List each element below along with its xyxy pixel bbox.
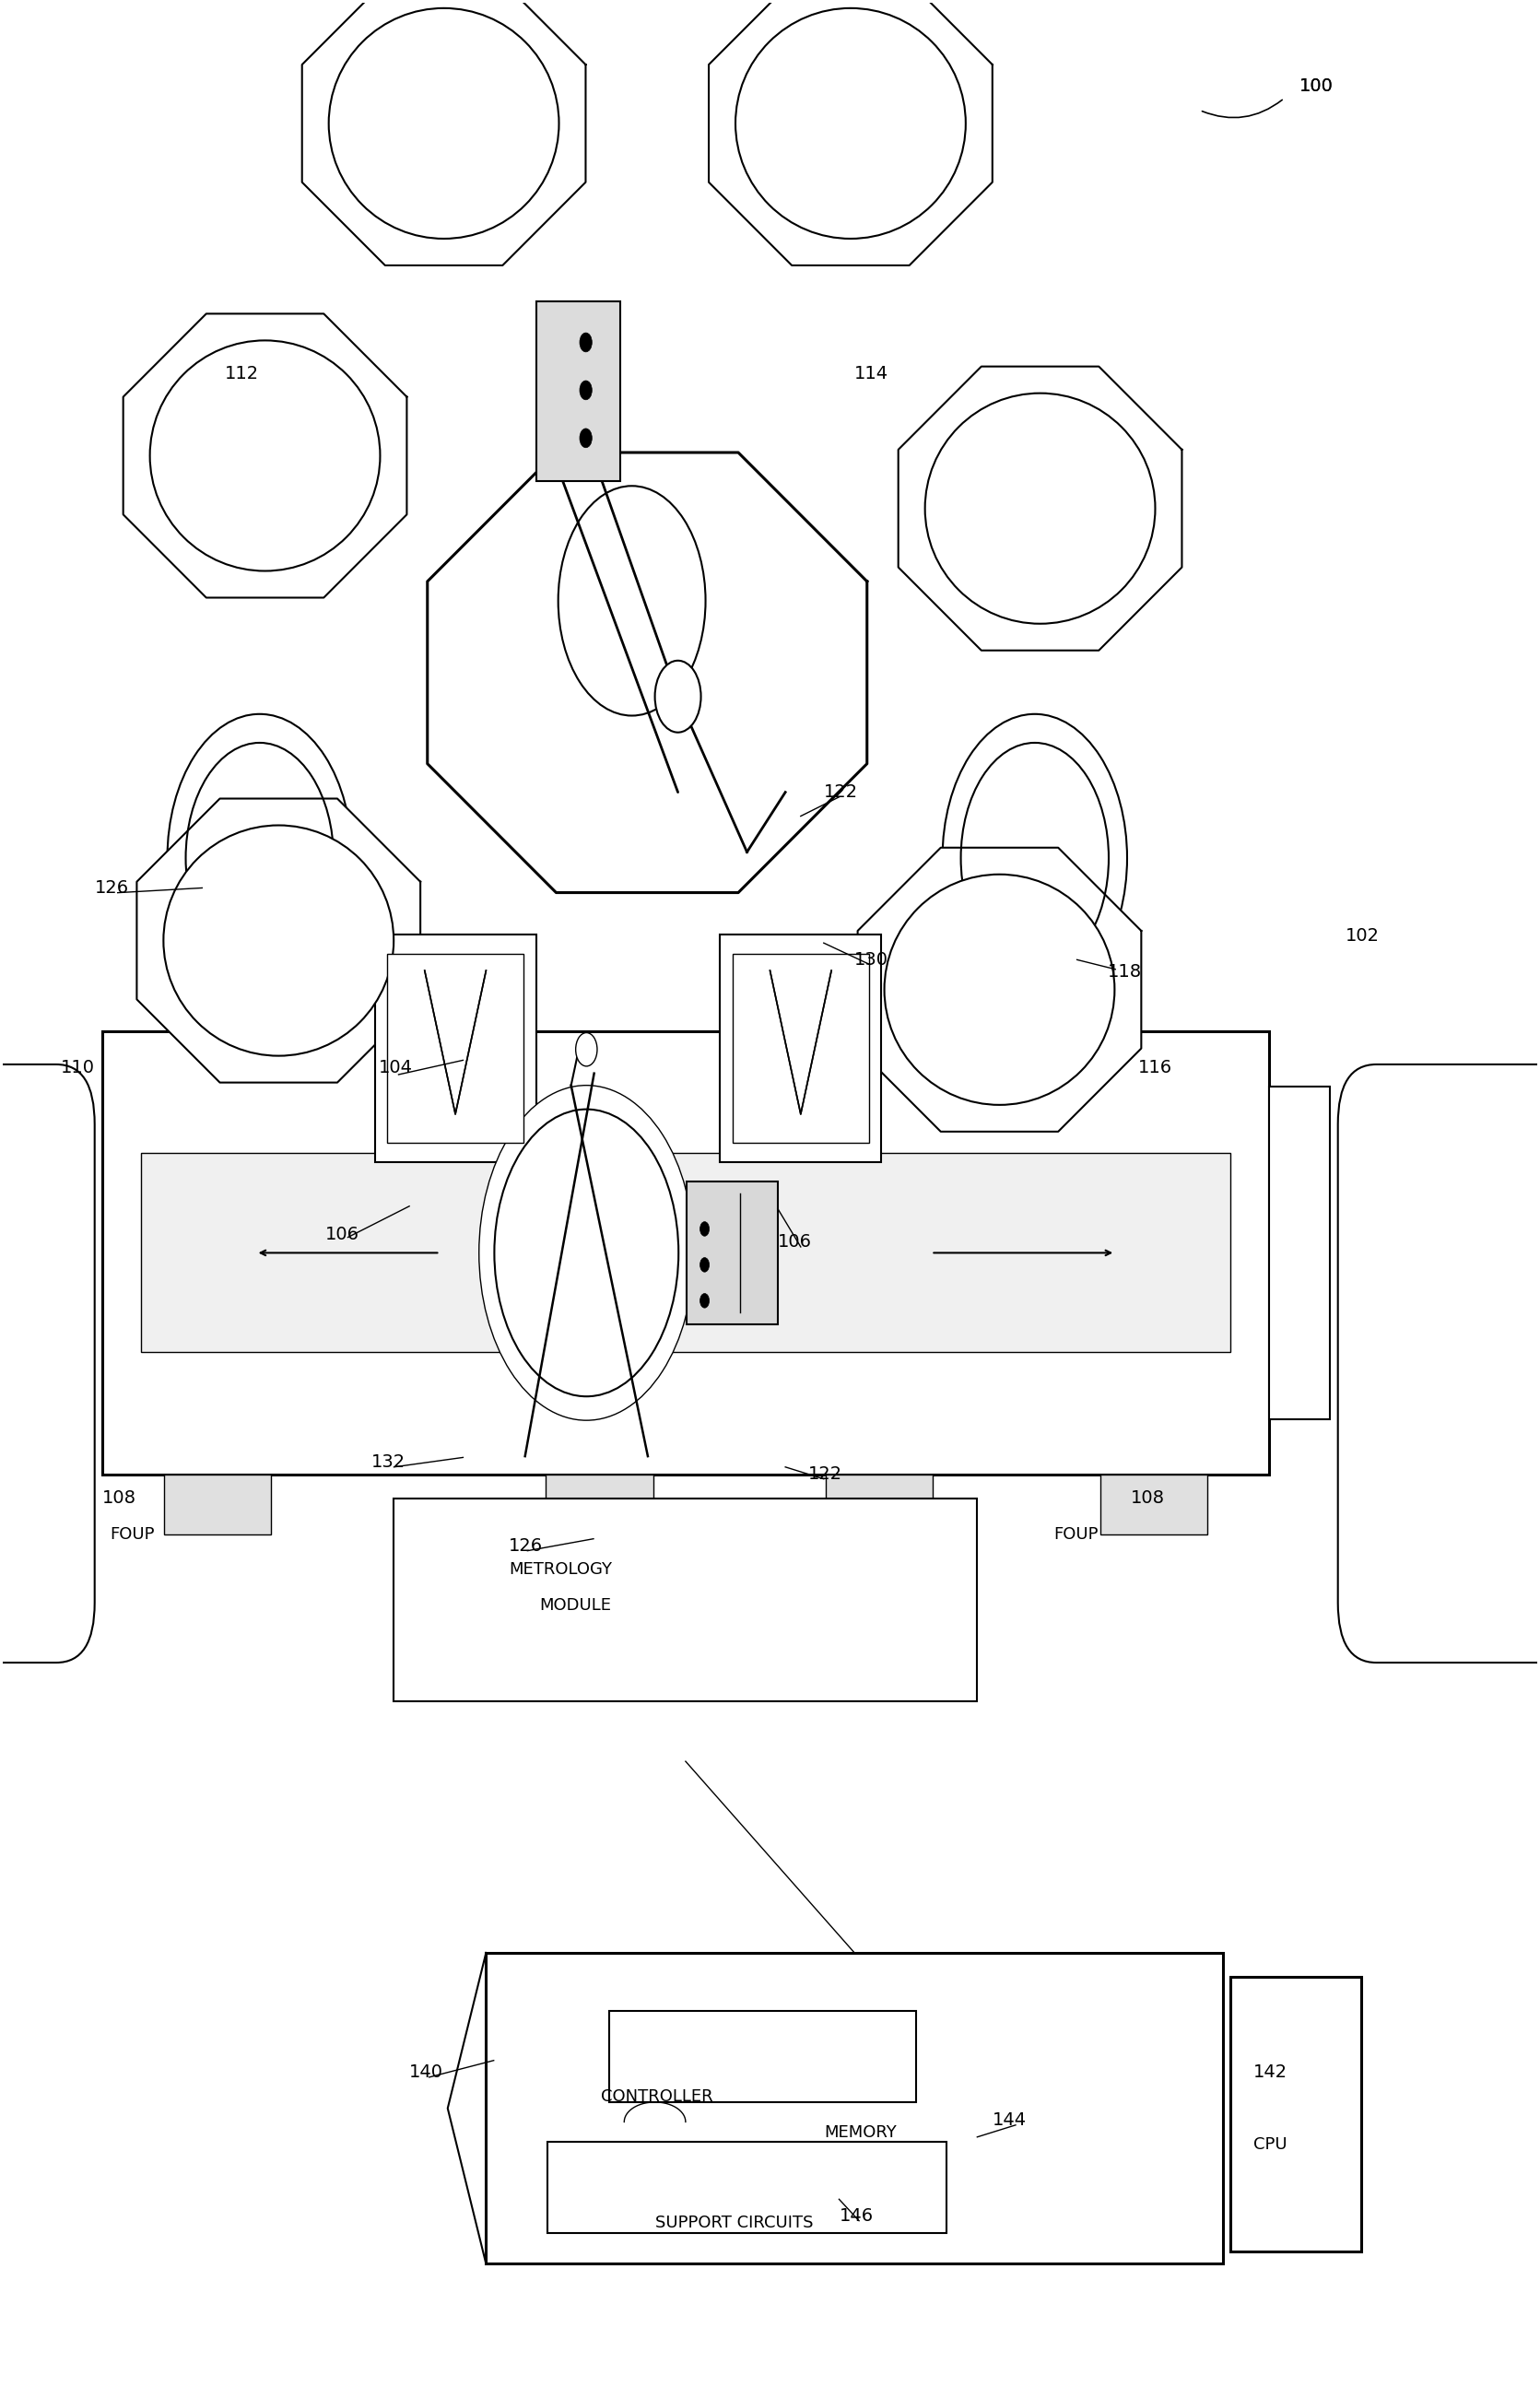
Polygon shape	[708, 0, 992, 266]
Circle shape	[579, 381, 591, 400]
Bar	[163, 1475, 271, 1535]
Bar	[140, 1153, 1230, 1352]
Bar	[545, 1475, 653, 1535]
Bar	[825, 1475, 933, 1535]
Text: CONTROLLER: CONTROLLER	[601, 2089, 713, 2105]
Ellipse shape	[163, 825, 394, 1055]
Bar	[547, 2141, 947, 2233]
Polygon shape	[898, 367, 1181, 650]
Ellipse shape	[926, 393, 1155, 623]
Text: 122: 122	[809, 1465, 842, 1482]
Text: 106: 106	[325, 1225, 359, 1245]
Text: 104: 104	[379, 1058, 413, 1077]
Text: 100: 100	[1300, 77, 1334, 96]
Bar	[733, 954, 869, 1144]
Text: SUPPORT CIRCUITS: SUPPORT CIRCUITS	[654, 2216, 813, 2233]
Bar	[687, 1182, 778, 1324]
Text: 116: 116	[1138, 1058, 1172, 1077]
Circle shape	[942, 715, 1127, 1002]
Bar	[487, 1952, 1223, 2264]
Circle shape	[961, 743, 1109, 974]
Ellipse shape	[736, 7, 966, 240]
Text: 122: 122	[824, 784, 858, 801]
Text: 142: 142	[1254, 2065, 1287, 2081]
Text: 118: 118	[1107, 964, 1141, 981]
Ellipse shape	[149, 341, 380, 571]
Text: 126: 126	[94, 880, 129, 897]
Text: 108: 108	[1130, 1489, 1164, 1506]
Bar	[536, 302, 621, 482]
Circle shape	[557, 487, 705, 715]
Ellipse shape	[884, 875, 1115, 1105]
Text: FOUP: FOUP	[109, 1525, 154, 1542]
Text: 132: 132	[371, 1453, 405, 1470]
Ellipse shape	[328, 7, 559, 240]
Text: MEMORY: MEMORY	[824, 2125, 896, 2141]
Circle shape	[168, 715, 353, 1002]
Bar	[387, 954, 524, 1144]
Text: 146: 146	[839, 2206, 873, 2225]
Circle shape	[579, 333, 591, 353]
FancyBboxPatch shape	[1338, 1065, 1540, 1662]
Circle shape	[701, 1293, 710, 1307]
Text: 106: 106	[778, 1233, 812, 1252]
Circle shape	[654, 659, 701, 731]
Bar	[1269, 1086, 1331, 1420]
Polygon shape	[858, 846, 1141, 1132]
FancyBboxPatch shape	[0, 1065, 94, 1662]
Text: METROLOGY: METROLOGY	[510, 1561, 613, 1578]
Bar	[102, 1031, 1269, 1475]
Polygon shape	[428, 453, 867, 892]
FancyArrowPatch shape	[1203, 101, 1283, 118]
Circle shape	[701, 1221, 710, 1235]
Bar	[1100, 1475, 1207, 1535]
Text: 112: 112	[225, 364, 259, 381]
Circle shape	[494, 1110, 679, 1396]
Bar	[367, 1163, 896, 1216]
Polygon shape	[137, 799, 420, 1081]
Text: 130: 130	[855, 952, 889, 969]
Circle shape	[186, 743, 334, 974]
Polygon shape	[302, 0, 585, 266]
Text: 108: 108	[102, 1489, 137, 1506]
Bar	[374, 935, 536, 1163]
Bar	[608, 2012, 916, 2103]
Circle shape	[701, 1257, 710, 1271]
Text: CPU: CPU	[1254, 2137, 1287, 2153]
Circle shape	[576, 1034, 598, 1067]
Text: 110: 110	[62, 1058, 95, 1077]
Bar	[394, 1499, 978, 1703]
Bar	[721, 935, 881, 1163]
Text: MODULE: MODULE	[539, 1597, 611, 1614]
Circle shape	[579, 429, 591, 448]
Text: 144: 144	[993, 2113, 1027, 2129]
Text: FOUP: FOUP	[1053, 1525, 1098, 1542]
Bar	[1230, 1976, 1361, 2252]
Text: 102: 102	[1346, 928, 1380, 945]
Polygon shape	[123, 314, 407, 597]
Circle shape	[479, 1086, 695, 1420]
Text: 100: 100	[1300, 77, 1334, 96]
Text: 114: 114	[855, 364, 889, 381]
Text: 126: 126	[510, 1537, 544, 1554]
Text: 140: 140	[410, 2065, 444, 2081]
